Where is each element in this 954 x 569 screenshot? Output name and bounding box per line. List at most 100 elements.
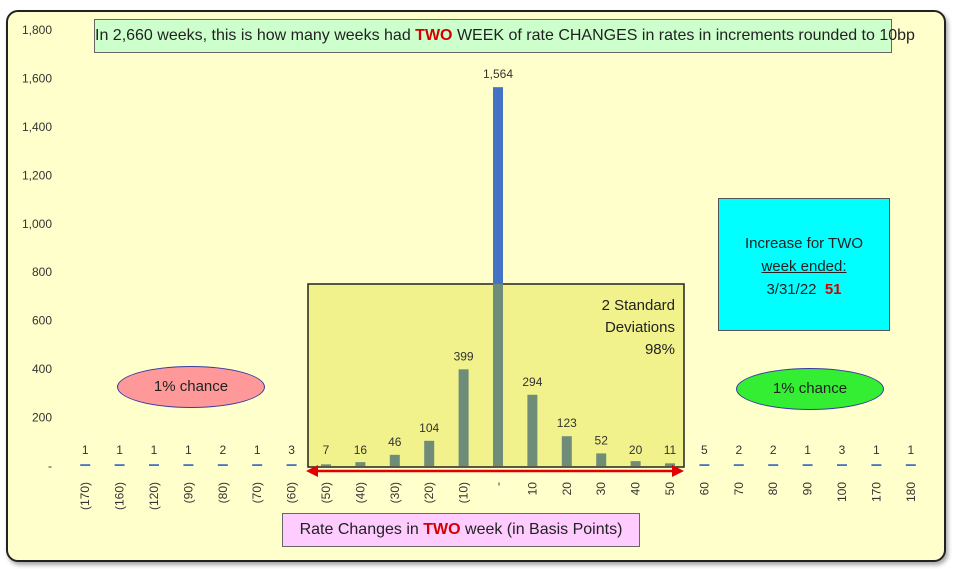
- y-tick-label: 1,000: [22, 217, 52, 231]
- bar: [80, 464, 91, 466]
- x-tick-label: 80: [766, 482, 780, 496]
- x-tick-label: 170: [869, 482, 883, 502]
- value-label: 11: [664, 443, 677, 457]
- chance-right-ellipse: 1% chance: [736, 368, 884, 410]
- y-tick-label: 600: [32, 314, 52, 328]
- bar: [286, 464, 297, 466]
- bar: [837, 464, 847, 466]
- value-label: 7: [323, 443, 330, 457]
- bar: [183, 464, 194, 466]
- value-label: 1: [151, 443, 158, 457]
- x-tick-label: 40: [629, 482, 643, 496]
- info-line-2: week ended:: [761, 258, 847, 275]
- x-tick-label: 100: [835, 482, 849, 502]
- bar: [493, 87, 503, 284]
- std-dev-line-3: 98%: [644, 341, 675, 358]
- std-dev-line-1: 2 Standard: [601, 297, 675, 314]
- value-label: 2: [770, 443, 777, 457]
- x-tick-label: (160): [113, 482, 127, 510]
- y-tick-label: -: [48, 459, 52, 473]
- info-line-1: Increase for TWO: [744, 235, 864, 252]
- x-tick-label: (170): [78, 482, 92, 510]
- y-axis: - 200 400 600 800 1,000 1,200 1,400 1,600 1,800: [22, 23, 52, 473]
- bar: [217, 464, 228, 466]
- chance-left-text: 1% chance: [153, 378, 229, 395]
- xlabel-part-3: week (in Basis Points): [460, 521, 623, 538]
- x-tick-label: (30): [388, 482, 402, 503]
- value-label: 1: [185, 443, 192, 457]
- bar: [355, 462, 366, 466]
- x-tick-label: (20): [422, 482, 436, 503]
- title-part-1: In 2,660 weeks, this is how many weeks h…: [95, 27, 416, 44]
- y-tick-label: 400: [32, 362, 52, 376]
- bar: [561, 436, 572, 466]
- bar: [493, 284, 503, 466]
- bar: [768, 464, 779, 466]
- x-axis-ticks: (170) (160) (120) (90) (80) (70) (60) (50) (40) (…: [78, 482, 918, 510]
- value-label: 1: [873, 443, 880, 457]
- value-label: 123: [557, 416, 577, 430]
- xlabel-part-2: TWO: [423, 521, 461, 538]
- x-tick-label: (40): [353, 482, 367, 503]
- bar: [665, 463, 675, 466]
- bar: [321, 464, 331, 467]
- value-label: 294: [522, 375, 542, 389]
- bar: [802, 464, 813, 466]
- value-label: 104: [419, 421, 439, 435]
- bar: [458, 369, 469, 466]
- x-tick-label: 20: [560, 482, 574, 496]
- x-tick-label: (120): [147, 482, 161, 510]
- info-date: 3/31/22: [766, 281, 817, 298]
- value-label: 52: [595, 433, 609, 447]
- x-tick-label: 60: [697, 482, 711, 496]
- value-label: 1: [116, 443, 123, 457]
- value-label: 1: [82, 443, 89, 457]
- y-tick-label: 1,600: [22, 71, 52, 85]
- x-tick-label: (50): [319, 482, 333, 503]
- bar: [424, 440, 435, 466]
- range-arrow: [306, 465, 684, 477]
- value-label: 5: [701, 443, 708, 457]
- bar: [527, 394, 538, 466]
- value-label: 20: [629, 443, 643, 457]
- x-tick-label: 180: [904, 482, 918, 502]
- bars: [80, 87, 916, 467]
- y-tick-label: 800: [32, 265, 52, 279]
- bar: [630, 461, 641, 466]
- bar: [114, 464, 125, 466]
- value-label: 46: [388, 435, 402, 449]
- x-tick-label: (80): [216, 482, 230, 503]
- x-tick-label: 50: [663, 482, 677, 496]
- latest-change-box: Increase for TWO week ended: 3/31/22 51: [718, 198, 890, 331]
- title-part-3: WEEK of rate CHANGES in rates in increme…: [452, 27, 915, 44]
- x-tick-label: 10: [525, 482, 539, 496]
- y-tick-label: 200: [32, 411, 52, 425]
- std-dev-line-2: Deviations: [604, 319, 675, 336]
- x-tick-label: 70: [732, 482, 746, 496]
- y-tick-label: 1,800: [22, 23, 52, 37]
- y-tick-label: 1,400: [22, 120, 52, 134]
- xlabel-part-1: Rate Changes in: [299, 521, 424, 538]
- bar: [252, 464, 263, 466]
- chance-right-text: 1% chance: [772, 380, 848, 397]
- bar: [905, 464, 916, 466]
- value-label: 1,564: [483, 67, 513, 81]
- x-axis-label: Rate Changes in TWO week (in Basis Point…: [282, 513, 640, 547]
- value-label: 2: [735, 443, 742, 457]
- x-tick-label: (70): [250, 482, 264, 503]
- x-tick-label: 90: [801, 482, 815, 496]
- x-tick-label: (90): [181, 482, 195, 503]
- bar: [149, 464, 159, 466]
- chart-title: In 2,660 weeks, this is how many weeks h…: [94, 19, 915, 53]
- chance-left-ellipse: 1% chance: [117, 366, 265, 408]
- value-label: 3: [288, 443, 295, 457]
- value-label: 1: [254, 443, 261, 457]
- value-label: 1: [804, 443, 811, 457]
- bar: [733, 464, 744, 466]
- value-label: 2: [219, 443, 226, 457]
- value-label: 16: [354, 443, 368, 457]
- y-tick-label: 1,200: [22, 168, 52, 182]
- info-value: 51: [824, 281, 842, 298]
